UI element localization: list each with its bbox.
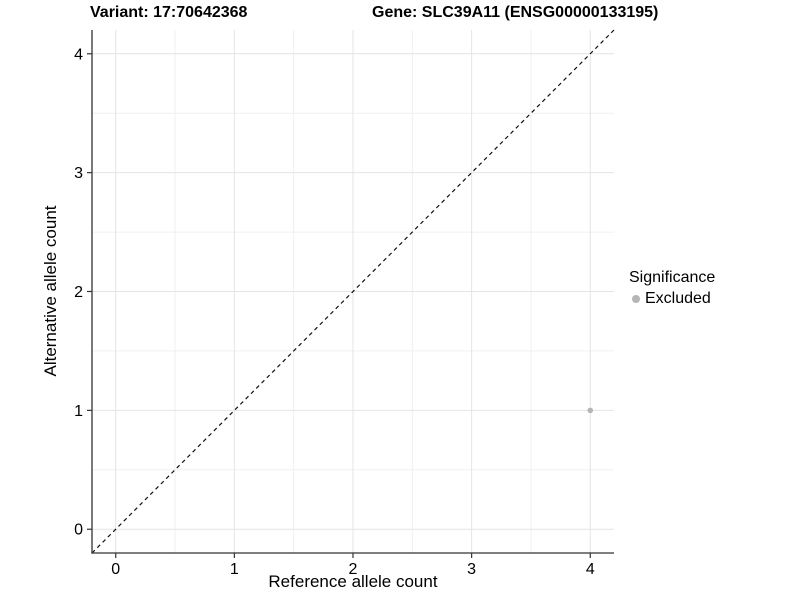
x-tick-label: 3 bbox=[467, 561, 476, 578]
data-point bbox=[587, 407, 594, 414]
x-tick-label: 0 bbox=[111, 561, 120, 578]
y-tick-label: 0 bbox=[74, 522, 83, 539]
y-tick-label: 1 bbox=[74, 403, 83, 420]
x-axis-title: Reference allele count bbox=[268, 572, 438, 591]
legend: Significance Excluded bbox=[629, 268, 715, 308]
x-tick-label: 4 bbox=[586, 561, 595, 578]
legend-item-label: Excluded bbox=[645, 290, 711, 307]
x-tick-label: 2 bbox=[349, 561, 358, 578]
y-tick-label: 2 bbox=[74, 284, 83, 301]
variant-title: Variant: 17:70642368 bbox=[90, 4, 248, 21]
identity-dashed-line bbox=[91, 29, 615, 554]
y-tick-label: 3 bbox=[74, 165, 83, 182]
x-tick-label: 1 bbox=[230, 561, 239, 578]
legend-point-circle-icon bbox=[632, 295, 640, 303]
gene-title: Gene: SLC39A11 (ENSG00000133195) bbox=[372, 4, 659, 21]
legend-item-excluded: Excluded bbox=[629, 290, 715, 308]
y-tick-label: 4 bbox=[74, 46, 83, 63]
legend-title: Significance bbox=[629, 269, 716, 286]
y-axis-title: Alternative allele count bbox=[41, 205, 60, 377]
